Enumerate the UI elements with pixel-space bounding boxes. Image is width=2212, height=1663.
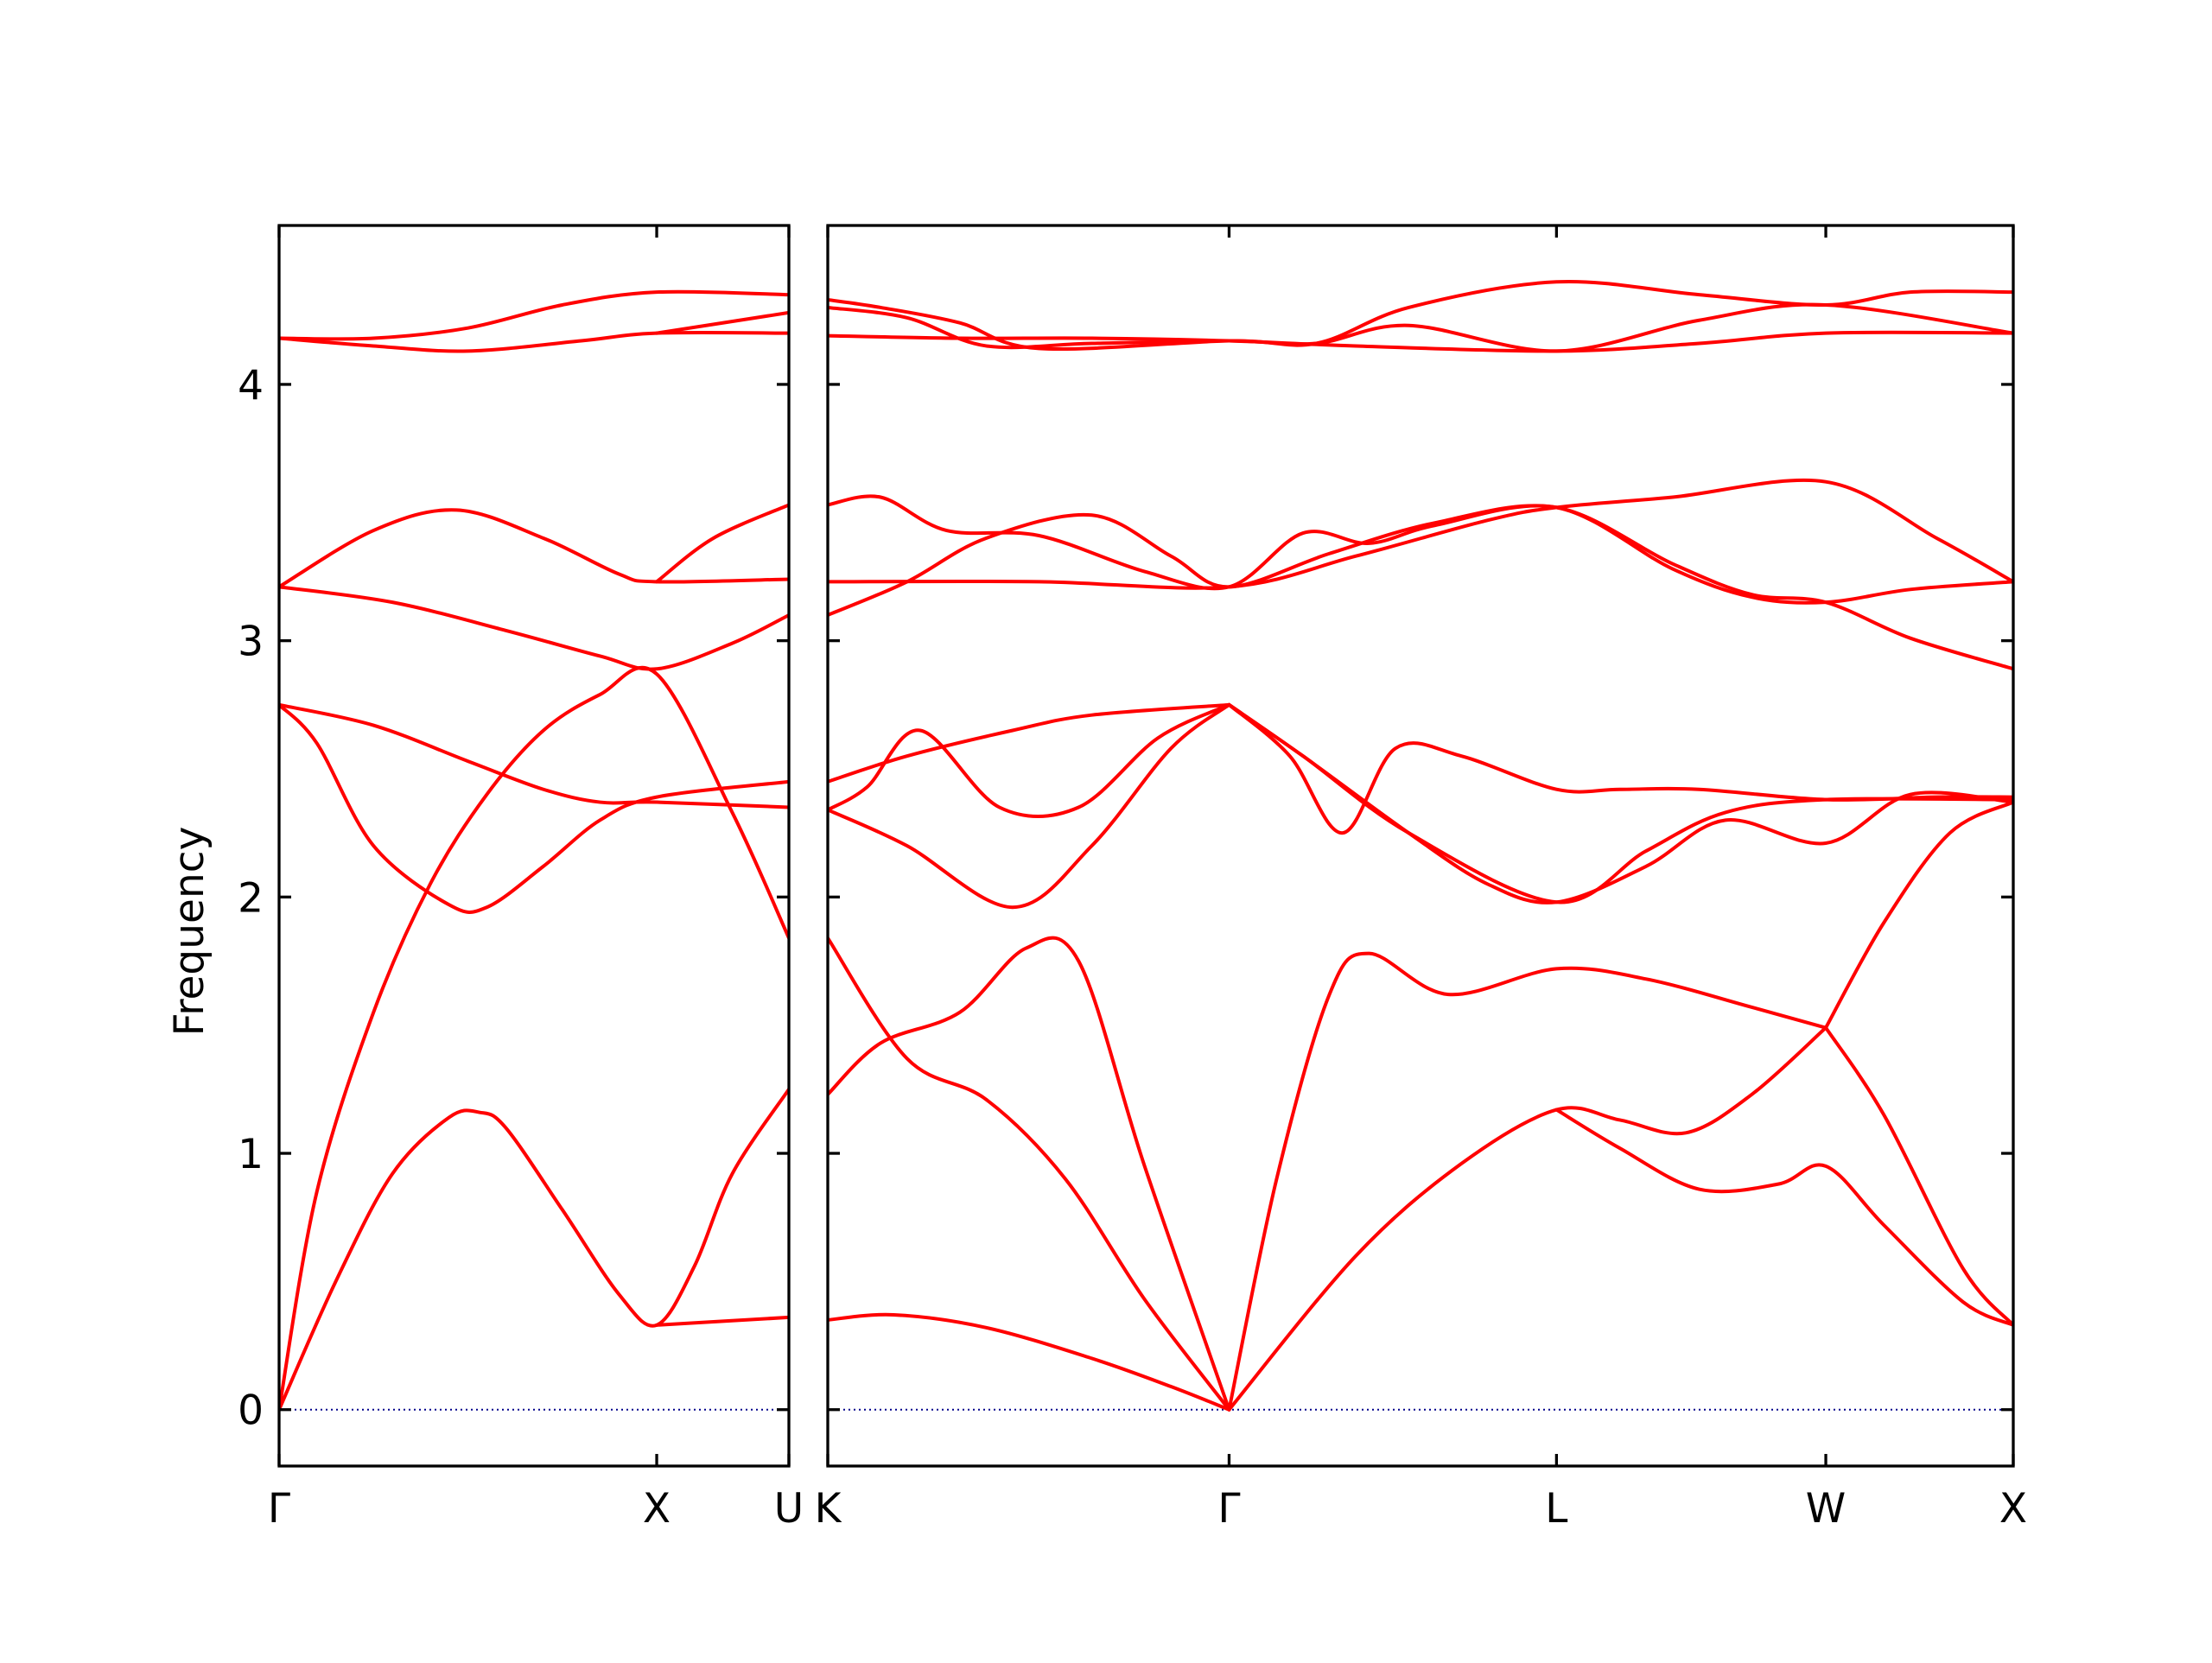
band-8 [655,503,789,584]
band-6 [1824,1025,2013,1327]
y-axis-label: Frequency [166,827,213,1037]
x-tick-label: K [815,1485,842,1533]
band-16 [828,504,2013,671]
band-11 [655,310,789,335]
band-20 [828,279,2013,352]
band-18 [828,330,2013,353]
band-11 [828,702,1231,910]
band-2 [828,936,1231,1412]
plot-frame [826,224,2015,1468]
band-8 [1824,800,2013,1030]
band-3 [828,936,1231,1412]
x-tick-label: W [1806,1485,1846,1533]
band-5 [279,702,789,809]
x-tick-label: L [1545,1485,1567,1533]
x-tick-label: Γ [1217,1485,1240,1533]
band-3 [655,1315,789,1327]
band-10 [828,702,1231,819]
band-12 [1227,702,2013,835]
y-tick-label: 1 [238,1131,264,1178]
band-19 [828,302,2013,353]
band-1 [828,1312,1231,1412]
panel-gamma-x-u: 0 1 2 3 4 Γ X U [238,224,804,1533]
band-4 [1227,1025,1828,1412]
band-lines [828,279,2013,1412]
y-tick-label: 2 [238,874,264,922]
y-tick-label: 0 [238,1387,264,1435]
plot-frame [277,224,791,1468]
band-13 [1227,702,2013,904]
band-1 [279,1087,789,1412]
x-tick-label: X [1999,1485,2027,1533]
band-2 [279,665,789,1412]
band-lines [279,289,789,1412]
band-4 [279,702,789,914]
band-6 [279,585,789,671]
band-9 [279,330,789,353]
band-5 [1554,1108,2013,1327]
band-14 [1227,702,2013,904]
x-tick-label: Γ [268,1485,290,1533]
band-10 [279,289,789,341]
x-tick-label: U [774,1485,804,1533]
x-tick-label: X [643,1485,671,1533]
y-tick-label: 3 [238,619,264,666]
band-7 [1227,951,1828,1412]
y-tick-label: 4 [238,362,264,409]
band-15 [828,478,2013,590]
band-9 [828,702,1231,784]
band-17 [828,494,2013,605]
band-7 [279,508,789,589]
